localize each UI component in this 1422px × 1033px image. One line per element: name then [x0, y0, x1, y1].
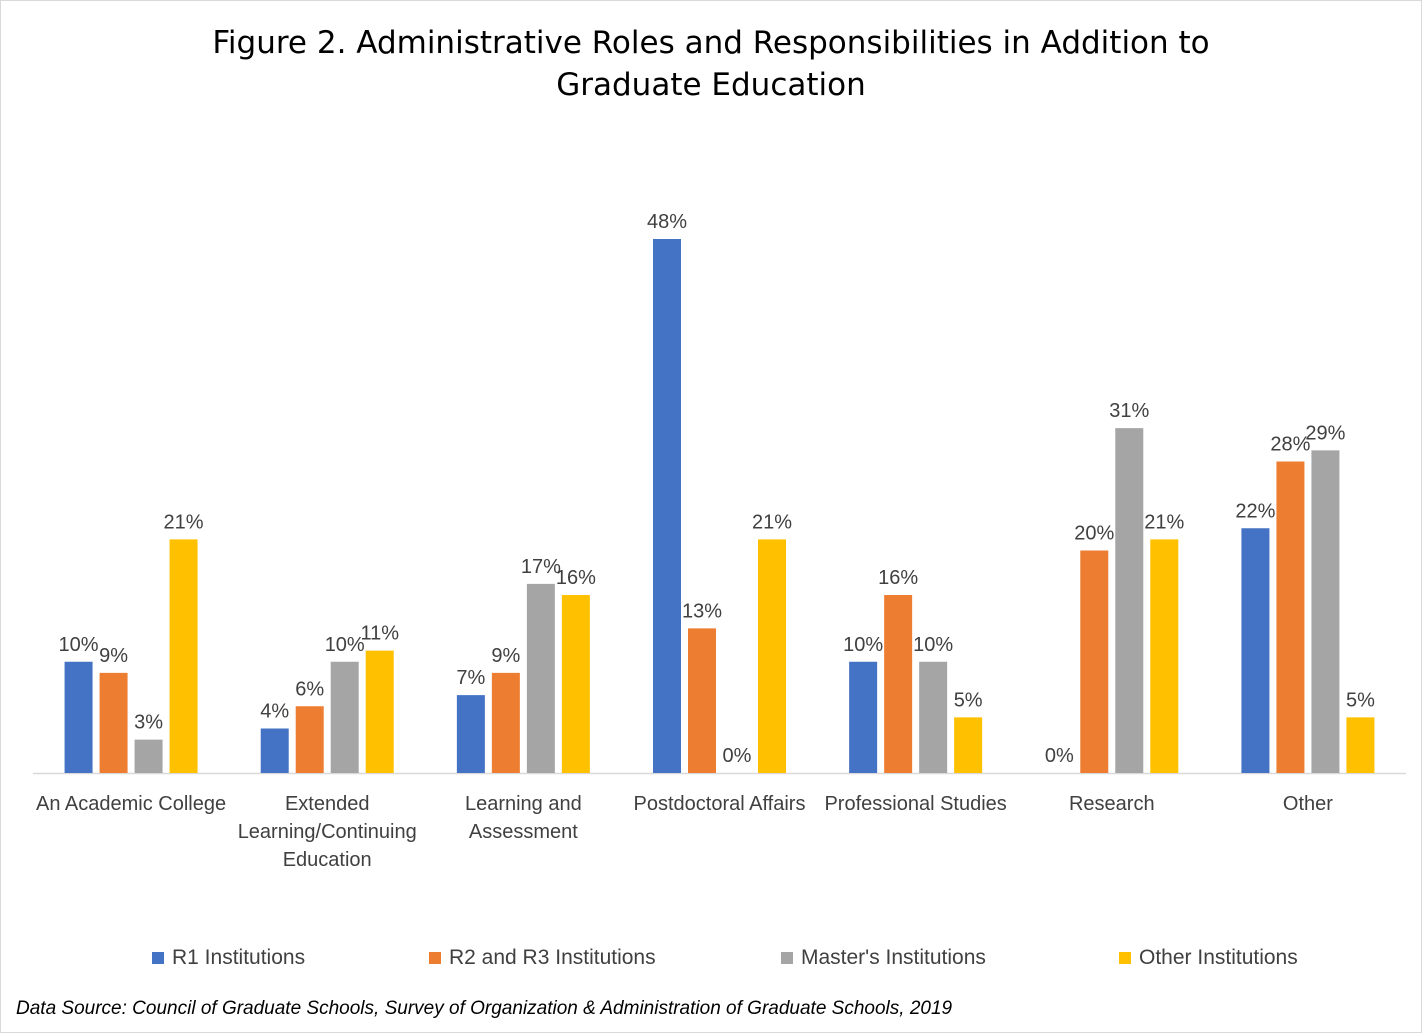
data-label-s0-c2: 7%	[456, 667, 485, 689]
data-label-s3-c2: 16%	[556, 567, 596, 589]
bar-s2-c0	[134, 739, 163, 773]
bar-s1-c6	[1276, 461, 1305, 773]
data-label-s0-c1: 4%	[260, 701, 289, 723]
bar-s0-c4	[849, 661, 878, 773]
legend-swatch-r2r3	[429, 952, 441, 964]
legend-label-masters: Master's Institutions	[801, 946, 986, 969]
category-label-3-0: Postdoctoral Affairs	[634, 793, 806, 815]
chart-title: Figure 2. Administrative Roles and Respo…	[0, 22, 1422, 106]
bar-s1-c4	[884, 595, 913, 773]
bar-s2-c4	[919, 661, 948, 773]
legend-swatch-r1	[152, 952, 164, 964]
data-label-s3-c0: 21%	[164, 511, 204, 533]
bar-s1-c2	[491, 672, 520, 773]
legend-label-r1: R1 Institutions	[172, 946, 306, 969]
data-label-s3-c3: 21%	[752, 511, 792, 533]
bar-s1-c0	[99, 672, 128, 773]
data-label-s0-c5: 0%	[1045, 745, 1074, 767]
bar-s3-c3	[758, 539, 786, 773]
bar-s2-c1	[330, 661, 359, 773]
bar-s2-c5	[1115, 428, 1144, 773]
bar-s1-c1	[295, 706, 324, 773]
chart-title-line-2: Graduate Education	[556, 67, 866, 103]
data-label-s1-c5: 20%	[1074, 523, 1114, 545]
data-label-s0-c0: 10%	[59, 634, 99, 656]
data-label-s3-c6: 5%	[1346, 689, 1375, 711]
bar-s0-c2	[456, 695, 485, 773]
legend-label-r2r3: R2 and R3 Institutions	[449, 946, 656, 969]
data-source-note: Data Source: Council of Graduate Schools…	[16, 998, 953, 1019]
bar-s0-c0	[64, 661, 93, 773]
data-label-s2-c6: 29%	[1305, 422, 1345, 444]
category-label-4-0: Professional Studies	[824, 793, 1006, 815]
data-label-s0-c6: 22%	[1235, 500, 1275, 522]
data-label-s2-c2: 17%	[521, 556, 561, 578]
data-label-s2-c5: 31%	[1109, 400, 1149, 422]
bar-s3-c1	[365, 650, 394, 773]
data-label-s2-c4: 10%	[913, 634, 953, 656]
data-label-s2-c0: 3%	[134, 712, 163, 734]
bar-s1-c5	[1080, 550, 1109, 773]
data-label-s1-c2: 9%	[491, 645, 520, 667]
data-label-s1-c4: 16%	[878, 567, 918, 589]
data-label-s0-c3: 48%	[647, 211, 687, 233]
bar-s1-c3	[688, 628, 716, 773]
bar-chart: 10%9%3%21%An Academic College4%6%10%11%E…	[33, 211, 1406, 871]
bar-s3-c4	[954, 717, 983, 773]
category-label-1-0: Extended	[285, 793, 370, 815]
data-label-s1-c0: 9%	[99, 645, 128, 667]
legend-item-masters: Master's Institutions	[781, 946, 986, 970]
category-label-5-0: Research	[1069, 793, 1155, 815]
data-label-s1-c3: 13%	[682, 600, 722, 622]
category-label-1-1: Learning/Continuing	[238, 821, 417, 843]
category-label-2-1: Assessment	[469, 821, 578, 843]
data-label-s1-c1: 6%	[295, 678, 324, 700]
bar-s3-c2	[561, 595, 590, 773]
legend-item-r2r3: R2 and R3 Institutions	[429, 946, 656, 970]
data-label-s3-c1: 11%	[360, 623, 399, 645]
data-label-s3-c4: 5%	[954, 689, 983, 711]
legend-item-r1: R1 Institutions	[152, 946, 305, 970]
data-label-s0-c4: 10%	[843, 634, 883, 656]
legend-swatch-masters	[781, 952, 793, 964]
data-label-s1-c6: 28%	[1270, 434, 1310, 456]
bar-s0-c1	[260, 728, 289, 773]
data-label-s2-c3: 0%	[723, 745, 752, 767]
bar-s2-c2	[526, 583, 555, 773]
bar-s3-c5	[1150, 539, 1179, 773]
legend-label-other: Other Institutions	[1139, 946, 1298, 969]
chart-title-line-1: Figure 2. Administrative Roles and Respo…	[212, 25, 1210, 61]
legend: R1 Institutions R2 and R3 Institutions M…	[0, 946, 1422, 976]
category-label-1-2: Education	[283, 849, 372, 871]
data-label-s2-c1: 10%	[325, 634, 365, 656]
category-label-2-0: Learning and	[465, 793, 582, 815]
bar-s0-c3	[653, 239, 681, 773]
category-label-0-0: An Academic College	[36, 793, 226, 815]
category-label-6-0: Other	[1283, 793, 1333, 815]
bar-s2-c6	[1311, 450, 1340, 773]
bar-s0-c6	[1241, 528, 1270, 773]
legend-item-other: Other Institutions	[1119, 946, 1298, 970]
data-label-s3-c5: 21%	[1144, 511, 1184, 533]
bar-s3-c0	[169, 539, 198, 773]
legend-swatch-other	[1119, 952, 1131, 964]
bar-s3-c6	[1346, 717, 1375, 773]
